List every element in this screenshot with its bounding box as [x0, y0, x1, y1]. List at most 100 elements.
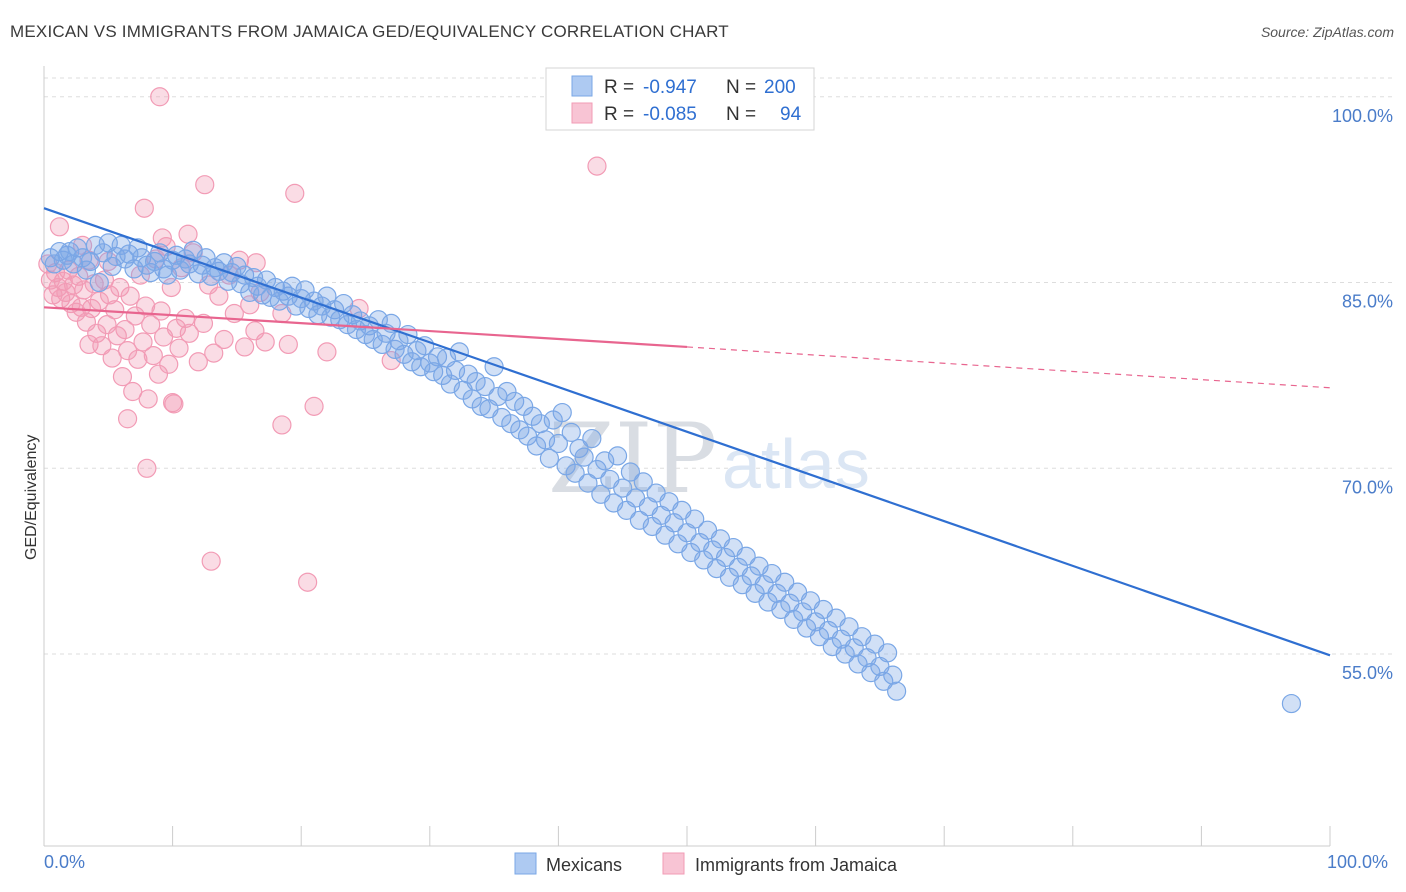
pink-points-point-41 — [143, 345, 163, 366]
blue-points-point-122 — [561, 422, 581, 442]
pink-points-point-48 — [161, 277, 181, 298]
bottom-legend-mexicans: Mexicans — [546, 855, 622, 875]
y-tick-labels: 100.0% 85.0% 70.0% 55.0% — [1332, 106, 1393, 683]
legend-n-label-1: N = — [726, 77, 756, 98]
blue-points-point-188 — [844, 638, 864, 658]
blue-points-point-110 — [510, 420, 530, 440]
blue-points-point-13 — [93, 243, 113, 263]
pink-points-point-79 — [317, 342, 337, 362]
pink-points-point-53 — [175, 308, 196, 329]
pink-points-point-54 — [179, 323, 199, 343]
jamaica-points — [38, 87, 607, 592]
legend-r-value-1: -0.947 — [643, 77, 697, 98]
legend-swatch-blue — [571, 75, 593, 97]
y-tick-label-1: 85.0% — [1342, 292, 1393, 312]
blue-points-point-133 — [607, 446, 628, 466]
chart-title: MEXICAN VS IMMIGRANTS FROM JAMAICA GED/E… — [10, 22, 729, 41]
blue-points-point-107 — [497, 381, 517, 402]
blue-points-point-116 — [535, 430, 556, 450]
pink-points-point-32 — [120, 286, 140, 306]
legend-swatch-pink — [571, 102, 593, 124]
pink-points-point-17 — [81, 298, 102, 319]
blue-points-point-163 — [736, 546, 756, 566]
pink-points-point-75 — [178, 224, 198, 244]
watermark-atlas: atlas — [722, 425, 870, 503]
pink-points-point-33 — [123, 381, 143, 402]
blue-points-point-170 — [767, 583, 787, 603]
blue-points-point-198 — [887, 681, 907, 701]
pink-points-point-83 — [201, 551, 221, 571]
legend-n-value-2: 94 — [780, 104, 802, 125]
blue-points-point-196 — [878, 643, 898, 663]
pink-points-point-93 — [587, 156, 607, 176]
legend-r-value-2: -0.085 — [643, 104, 697, 125]
pink-points-point-92 — [163, 393, 183, 413]
blue-points-point-24 — [141, 263, 161, 283]
blue-points-point-123 — [565, 463, 585, 483]
blue-points-point-102 — [475, 376, 495, 397]
x-tick-right: 100.0% — [1327, 852, 1388, 872]
legend-r-label-1: R = — [604, 77, 634, 98]
legend-n-value-1: 200 — [764, 77, 796, 98]
blue-points-point-197 — [883, 665, 903, 685]
trend-line-mexicans — [43, 207, 1331, 657]
pink-points-point-49 — [164, 394, 184, 414]
pink-points-point-76 — [195, 175, 215, 195]
blue-points-point-100 — [466, 372, 486, 392]
blue-points-point-28 — [157, 265, 178, 285]
pink-points-point-25 — [102, 348, 122, 368]
pink-points-point-24 — [99, 285, 120, 305]
correlation-legend: R = -0.947 N = 200 R = -0.085 N = 94 — [545, 67, 815, 131]
trend-lines — [43, 207, 1331, 657]
blue-points-point-126 — [578, 473, 598, 493]
pink-points-point-86 — [272, 415, 292, 435]
pink-points-point-35 — [128, 349, 148, 369]
pink-points-point-39 — [138, 389, 158, 409]
blue-points-point-139 — [633, 472, 653, 492]
blue-points-point-113 — [523, 406, 543, 426]
blue-points-point-12 — [89, 272, 109, 293]
pink-points-point-29 — [112, 367, 133, 387]
series-legend: Mexicans Immigrants from Jamaica — [514, 852, 898, 875]
blue-points-point-125 — [574, 447, 594, 467]
blue-points-point-109 — [505, 391, 525, 412]
legend-n-label-2: N = — [726, 104, 756, 125]
pink-points-point-27 — [107, 326, 127, 346]
pink-points-point-30 — [115, 319, 135, 340]
y-tick-label-2: 70.0% — [1342, 477, 1393, 497]
pink-points-point-47 — [159, 354, 179, 374]
pink-points-point-40 — [141, 315, 161, 335]
pink-points-point-80 — [150, 87, 170, 107]
blue-points-point-119 — [548, 433, 569, 454]
blue-points-point-187 — [839, 617, 859, 637]
blue-points-point-127 — [582, 428, 602, 449]
pink-points-point-82 — [117, 409, 138, 429]
pink-points-point-65 — [235, 337, 255, 357]
pink-points-point-60 — [209, 286, 229, 306]
watermark-zip: ZIP — [548, 403, 717, 515]
pink-points-point-34 — [125, 306, 145, 326]
pink-points-point-85 — [298, 572, 318, 592]
pink-points-point-77 — [246, 253, 266, 273]
blue-points-point-117 — [539, 448, 559, 468]
legend-r-label-2: R = — [604, 104, 634, 125]
x-tick-left: 0.0% — [44, 852, 85, 872]
pink-points-point-87 — [278, 334, 298, 355]
blue-points-point-83 — [394, 344, 414, 364]
pink-points-point-51 — [169, 338, 189, 358]
pink-points-point-69 — [255, 332, 275, 352]
pink-points-point-14 — [74, 280, 94, 300]
pink-points-point-88 — [304, 396, 324, 416]
blue-points-point-176 — [793, 602, 813, 622]
y-tick-label-0: 100.0% — [1332, 106, 1393, 126]
blue-points-point-134 — [613, 478, 633, 498]
pink-points-point-74 — [152, 228, 172, 248]
blue-points-point-136 — [620, 462, 641, 482]
trend-line-jamaica — [43, 306, 688, 349]
blue-points-point-101 — [471, 396, 491, 416]
blue-points-point-130 — [595, 451, 615, 471]
bottom-legend-jamaica: Immigrants from Jamaica — [695, 855, 898, 875]
chart-source: Source: ZipAtlas.com — [1260, 24, 1394, 40]
pink-points-point-84 — [137, 458, 157, 478]
